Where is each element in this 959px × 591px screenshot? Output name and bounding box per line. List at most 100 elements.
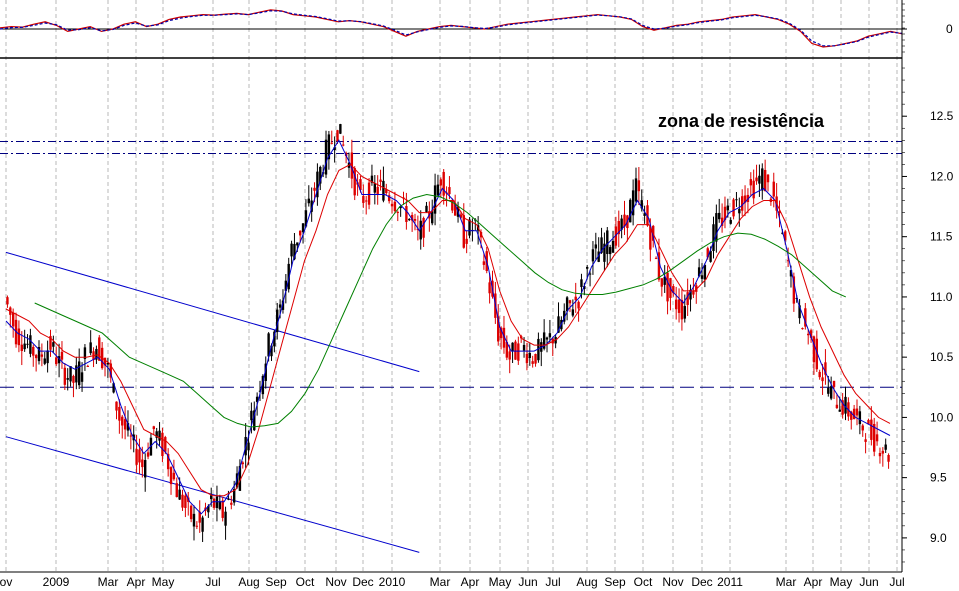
candle-body (571, 309, 575, 316)
candle-body (522, 344, 526, 351)
candle-body (55, 357, 58, 365)
x-tick-label: Mar (98, 575, 119, 589)
y-tick-label: 12.0 (930, 169, 954, 183)
candle-body (46, 350, 49, 364)
candle-body (545, 337, 549, 340)
x-tick-label: Nov (325, 575, 346, 589)
x-tick-label: 2010 (379, 575, 406, 589)
candle-body (534, 353, 537, 364)
candle-body (873, 423, 876, 452)
candle-body (878, 453, 882, 457)
candle-body (330, 142, 333, 144)
candle-body (304, 210, 308, 227)
candle-body (726, 205, 730, 211)
candle-body (422, 217, 425, 238)
candle-body (451, 200, 454, 211)
candle-body (732, 199, 735, 217)
candle-body (396, 211, 399, 213)
candle-body (408, 219, 411, 221)
candle-body (718, 212, 721, 220)
y-tick-label: 12.5 (930, 109, 954, 123)
candle-body (580, 279, 583, 288)
candle-body (298, 230, 302, 236)
candle-body (832, 380, 836, 387)
x-tick-label: Jun (859, 575, 878, 589)
candle-body (146, 452, 150, 457)
channel-line (5, 436, 420, 553)
candle-body (772, 181, 775, 197)
candle-body (439, 179, 443, 186)
candle-body (390, 203, 394, 207)
candle-body (152, 426, 156, 430)
candle-body (729, 219, 732, 224)
candle-body (537, 338, 540, 361)
candle-body (431, 211, 434, 224)
x-tick-label: Jul (205, 575, 220, 589)
candle-body (821, 377, 824, 382)
candle-body (26, 343, 29, 345)
candle-body (482, 261, 486, 265)
candle-body (238, 465, 242, 491)
candle-body (215, 496, 219, 508)
x-tick-label: Jun (518, 575, 537, 589)
x-tick-label: May (489, 575, 512, 589)
candle-body (77, 361, 81, 386)
candle-body (189, 505, 193, 520)
candle-body (126, 423, 130, 431)
candle-body (281, 300, 285, 310)
x-tick-label: Aug (576, 575, 597, 589)
candle-body (758, 175, 761, 184)
candle-body (95, 348, 98, 360)
candle-body (57, 356, 61, 364)
candle-body (448, 187, 451, 195)
candle-body (164, 437, 167, 452)
candle-body (201, 517, 204, 532)
candle-body (465, 238, 468, 244)
x-tick-label: 2011 (717, 575, 743, 589)
candle-body (342, 144, 345, 146)
candle-body (827, 387, 830, 394)
candle-body (373, 183, 377, 193)
candle-body (786, 260, 790, 262)
candle-body (198, 511, 201, 523)
candle-body (307, 198, 310, 204)
candle-body (278, 304, 282, 308)
candle-body (855, 408, 859, 416)
candle-body (425, 205, 428, 212)
candle-body (37, 346, 41, 362)
candle-body (296, 242, 299, 246)
candle-body (270, 345, 273, 357)
candle-body (864, 439, 867, 442)
candle-body (115, 401, 118, 411)
candle-body (103, 357, 107, 366)
y-tick-label: 9.5 (930, 471, 947, 485)
y-tick-label: 10.5 (930, 350, 954, 364)
y-tick-label: 11.0 (930, 290, 953, 304)
x-tick-label: Apr (461, 575, 480, 589)
candle-body (634, 178, 638, 202)
candle-body (617, 220, 620, 235)
candle-body (838, 409, 841, 412)
candle-body (505, 341, 509, 358)
candle-body (755, 177, 758, 182)
candle-body (680, 299, 684, 320)
x-tick-label: Mar (430, 575, 451, 589)
candle-body (591, 249, 595, 262)
candle-body (623, 214, 626, 227)
candle-body (80, 372, 84, 382)
candle-body (548, 333, 552, 338)
x-tick-label: Sep (265, 575, 287, 589)
candle-body (597, 251, 600, 262)
candle-body (525, 353, 529, 364)
candle-body (606, 230, 609, 254)
candle-body (212, 498, 216, 508)
candle-body (887, 454, 890, 462)
candle-body (75, 365, 78, 383)
candle-body (841, 400, 844, 415)
candle-body (29, 335, 32, 354)
candle-body (362, 195, 365, 203)
candle-body (611, 240, 615, 253)
candle-body (666, 272, 669, 302)
candle-body (387, 195, 391, 202)
candle-body (801, 328, 804, 330)
